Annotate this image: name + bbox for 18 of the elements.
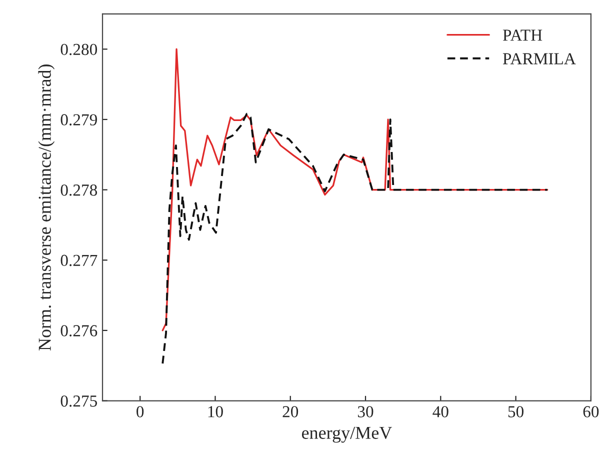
x-axis-title: energy/MeV xyxy=(302,426,392,443)
x-tick-label: 30 xyxy=(358,406,374,418)
y-axis-title: Norm. transverse emittance/(mm·mrad) xyxy=(38,64,55,350)
y-tick-label: 0.280 xyxy=(60,44,98,56)
x-tick-label: 50 xyxy=(508,406,524,418)
y-tick-label: 0.279 xyxy=(60,114,97,126)
x-tick-label: 20 xyxy=(282,406,298,418)
legend-label: PARMILA xyxy=(502,53,576,64)
x-tick-label: 40 xyxy=(432,406,448,418)
y-tick-label: 0.276 xyxy=(60,325,98,336)
x-tick-label: 60 xyxy=(583,406,599,418)
y-tick-label: 0.275 xyxy=(60,395,97,407)
legend-label: PATH xyxy=(502,30,542,41)
y-tick-label: 0.277 xyxy=(60,254,98,266)
x-tick-label: 10 xyxy=(208,406,223,418)
line-series xyxy=(162,112,548,364)
y-tick-label: 0.278 xyxy=(60,184,98,196)
x-tick-label: 0 xyxy=(136,406,144,418)
